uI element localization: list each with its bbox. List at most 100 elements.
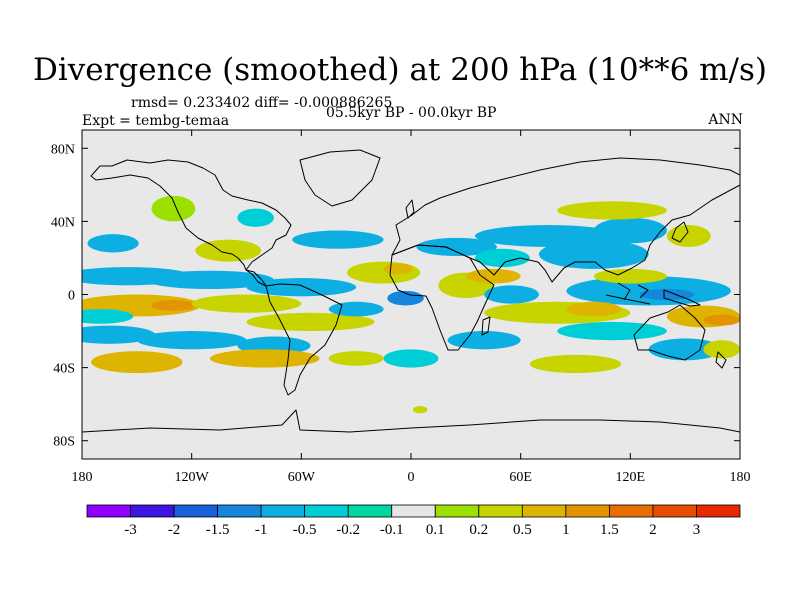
field-patch — [82, 309, 134, 324]
x-axis: 180 120W 60W 0 60E 120E 180 — [72, 130, 751, 485]
field-patch — [328, 301, 384, 317]
colorbar-swatch — [217, 504, 262, 518]
coast-australia — [633, 304, 706, 361]
plot-title: Divergence (smoothed) at 200 hPa (10**6 … — [33, 52, 767, 88]
field-patch — [703, 314, 740, 326]
coast-antarctica — [82, 409, 740, 433]
colorbar-swatch — [347, 504, 393, 518]
colorbar-swatch — [652, 504, 697, 518]
divergence-field — [82, 195, 740, 414]
field-patch — [328, 351, 384, 366]
field-patch — [151, 299, 196, 311]
x-tick-label: 60E — [509, 470, 532, 485]
field-patch — [237, 208, 274, 227]
field-patch — [593, 268, 667, 284]
coast-eurasia — [391, 157, 740, 283]
coast-madagascar — [481, 316, 491, 336]
colorbar-swatch — [565, 504, 610, 518]
colorbar-label: -0.5 — [293, 522, 317, 538]
rmsd-stats: rmsd= 0.233402 diff= -0.000886265 — [131, 95, 393, 111]
x-tick-label: 180 — [730, 470, 751, 485]
coast-japan — [671, 221, 689, 243]
field-patch — [383, 349, 439, 368]
colorbar-label: 1.5 — [600, 522, 619, 538]
x-tick-label: 60W — [288, 470, 316, 485]
colorbar-swatch — [434, 504, 480, 518]
colorbar-label: 0.5 — [513, 522, 532, 538]
field-patch — [557, 201, 667, 220]
field-patch — [136, 331, 247, 350]
field-patch — [648, 338, 722, 361]
field-patch — [474, 248, 530, 268]
colorbar-swatch — [609, 504, 654, 518]
field-patch — [87, 234, 139, 253]
colorbar-label: 0.1 — [426, 522, 445, 538]
field-patch — [246, 278, 357, 297]
x-tick-label: 120W — [175, 470, 210, 485]
coast-south-america — [265, 283, 343, 396]
colorbar-label: -2 — [168, 522, 181, 538]
field-patch — [387, 290, 424, 306]
field-patch — [292, 230, 384, 249]
coast-greenland — [299, 149, 381, 207]
field-patch — [82, 325, 156, 344]
field-patch — [383, 263, 413, 275]
y-tick-label: 40S — [53, 362, 75, 377]
colorbar-label: -0.2 — [336, 522, 360, 538]
season-label: ANN — [708, 112, 743, 128]
field-patch — [412, 405, 428, 414]
field-patch — [416, 237, 497, 257]
field-patch — [209, 349, 320, 368]
experiment-label: Expt = tembg-temaa — [82, 113, 230, 129]
coast-north-america — [90, 159, 292, 271]
colorbar-swatch — [391, 504, 436, 518]
field-patch — [151, 195, 196, 222]
y-tick-label: 40N — [51, 215, 75, 230]
field-patch — [703, 340, 740, 359]
field-patch — [195, 239, 262, 262]
field-patch — [538, 239, 649, 269]
colorbar-label: -1.5 — [206, 522, 230, 538]
colorbar-swatch — [86, 504, 131, 518]
colorbar-swatch — [478, 504, 523, 518]
period-label: 05.5kyr BP - 00.0kyr BP — [326, 105, 497, 121]
field-patch — [447, 331, 521, 350]
colorbar: -3 -2 -1.5 -1 -0.5 -0.2 -0.1 0.1 0.2 0.5 1 1.5 2 3 — [86, 504, 741, 538]
colorbar-label: -3 — [124, 522, 137, 538]
field-patch — [145, 270, 274, 290]
coast-british-isles — [405, 199, 415, 219]
field-patch — [484, 285, 539, 304]
field-patch — [347, 261, 421, 284]
field-patch — [529, 354, 622, 374]
coast-new-zealand — [715, 351, 727, 369]
x-tick-label: 180 — [72, 470, 93, 485]
x-tick-label: 120E — [616, 470, 646, 485]
colorbar-swatch — [696, 504, 741, 518]
y-axis: 80N 40N 0 40S 80S — [51, 142, 740, 450]
colorbar-label: 0.2 — [469, 522, 488, 538]
field-patch — [557, 321, 667, 341]
colorbar-swatch — [304, 504, 349, 518]
colorbar-swatch — [173, 504, 218, 518]
colorbar-label: 3 — [693, 522, 701, 538]
x-tick-label: 0 — [408, 470, 415, 485]
coastlines — [82, 149, 740, 433]
colorbar-swatch — [260, 504, 306, 518]
y-tick-label: 80S — [53, 435, 75, 450]
field-patch — [566, 301, 622, 317]
field-patch — [666, 225, 711, 247]
y-tick-label: 80N — [51, 142, 75, 157]
y-tick-label: 0 — [68, 289, 75, 304]
field-patch — [639, 289, 695, 300]
colorbar-label: 2 — [649, 522, 657, 538]
field-patch — [593, 217, 667, 244]
field-patch — [191, 294, 302, 313]
colorbar-label: -1 — [255, 522, 268, 538]
field-patch — [91, 351, 183, 374]
field-patch — [465, 268, 521, 284]
colorbar-swatch — [130, 504, 175, 518]
coast-indonesia — [605, 282, 701, 307]
colorbar-label: -0.1 — [380, 522, 404, 538]
colorbar-swatch — [521, 504, 567, 518]
